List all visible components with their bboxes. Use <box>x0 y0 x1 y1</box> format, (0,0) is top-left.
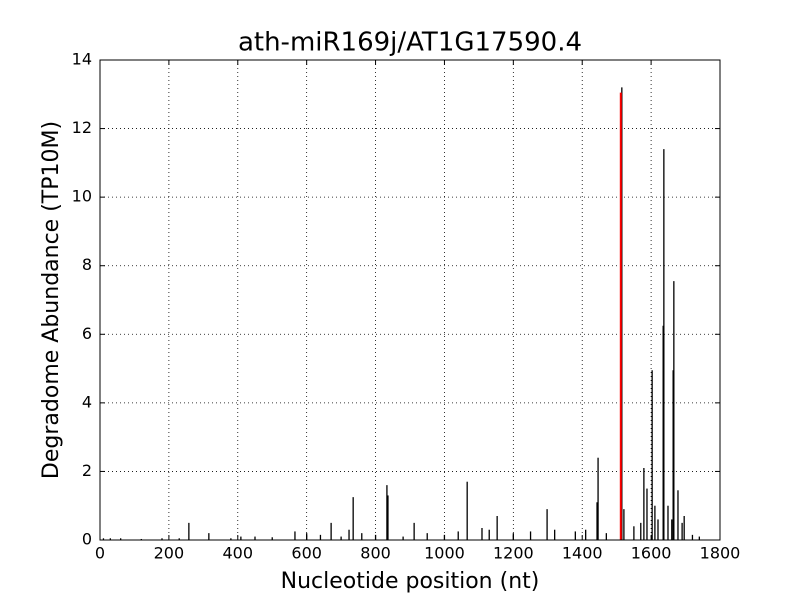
x-tick-label: 1800 <box>700 544 741 563</box>
x-tick-label: 1000 <box>424 544 465 563</box>
y-tick-label: 6 <box>82 324 92 343</box>
x-tick-label: 600 <box>291 544 322 563</box>
x-tick-label: 200 <box>154 544 185 563</box>
x-tick-label: 800 <box>360 544 391 563</box>
x-tick-label: 0 <box>95 544 105 563</box>
y-tick-label: 14 <box>72 50 92 69</box>
plot-area: 0 2 4 6 8 10 12 14 0 200 400 600 800 1000 1200 1400 1600… <box>72 50 741 563</box>
y-axis-label: Degradome Abundance (TP10M) <box>39 121 64 479</box>
x-axis-label: Nucleotide position (nt) <box>281 569 540 594</box>
y-tick-label: 2 <box>82 461 92 480</box>
chart-title: ath-miR169j/AT1G17590.4 <box>238 28 582 58</box>
y-tick-label: 0 <box>82 530 92 549</box>
plot-frame <box>99 59 721 541</box>
y-tick-label: 10 <box>72 187 92 206</box>
x-tick-label: 400 <box>223 544 254 563</box>
y-tick-label: 8 <box>82 255 92 274</box>
x-tick-label: 1200 <box>493 544 534 563</box>
y-tick-label: 12 <box>72 118 92 137</box>
x-tick-label: 1400 <box>562 544 603 563</box>
x-tick-label: 1600 <box>631 544 672 563</box>
y-tick-label: 4 <box>82 392 92 411</box>
